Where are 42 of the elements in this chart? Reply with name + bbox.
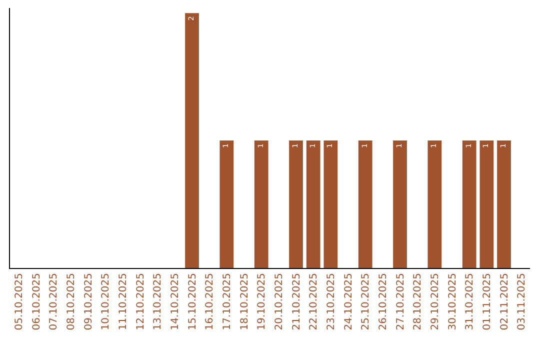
x-tick-label: 10.10.2025 [100,273,112,330]
data-label: 1 [325,144,334,148]
x-tick-label: 15.10.2025 [187,273,198,330]
data-label: 1 [464,144,473,148]
x-tick-label: 30.10.2025 [447,273,458,330]
x-tick-label: 29.10.2025 [430,273,441,330]
x-tick-label: 13.10.2025 [152,273,164,330]
x-tick-label: 14.10.2025 [170,273,181,330]
x-tick-label: 25.10.2025 [360,273,372,330]
x-tick-label: 23.10.2025 [326,273,337,330]
x-tick-label: 05.10.2025 [14,273,25,330]
x-tick-label: 01.11.2025 [482,273,493,330]
data-label: 1 [256,144,265,148]
data-label: 1 [221,144,230,148]
data-label: 1 [498,144,508,148]
x-tick-label: 17.10.2025 [222,273,233,330]
x-tick-label: 07.10.2025 [48,273,60,330]
x-tick-label: 22.10.2025 [308,273,320,330]
x-tick-label: 02.11.2025 [499,273,510,330]
x-tick-label: 20.10.2025 [274,273,285,330]
x-tick-label: 19.10.2025 [256,273,268,330]
x-tick-label: 27.10.2025 [395,273,406,330]
data-label: 1 [481,144,490,148]
data-label: 1 [394,144,404,148]
x-tick-label: 26.10.2025 [378,273,389,330]
x-tick-label: 18.10.2025 [239,273,250,330]
data-label: 1 [290,144,300,148]
x-tick-label: 08.10.2025 [66,273,77,330]
data-label: 1 [360,144,369,148]
x-tick-label: 16.10.2025 [204,273,216,330]
data-label: 1 [429,144,438,148]
x-tick-label: 06.10.2025 [31,273,42,330]
x-tick-label: 11.10.2025 [118,273,129,330]
data-label: 2 [186,16,196,21]
x-tick-label: 09.10.2025 [83,273,94,330]
data-label: 1 [308,144,317,148]
x-tick-label: 31.10.2025 [464,273,476,330]
x-tick-label: 21.10.2025 [291,273,302,330]
x-tick-label: 24.10.2025 [343,273,354,330]
x-tick-label: 03.11.2025 [516,273,528,330]
x-tick-label: 12.10.2025 [135,273,146,330]
x-tick-label: 28.10.2025 [412,273,424,330]
